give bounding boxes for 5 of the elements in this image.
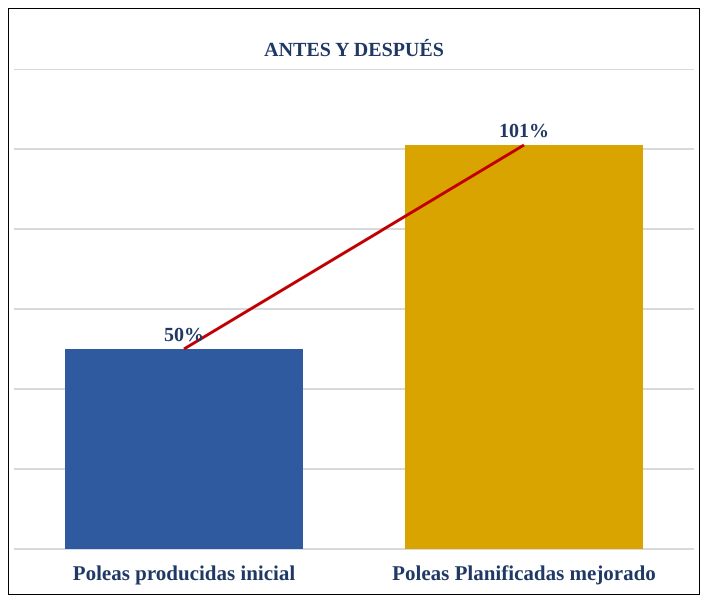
data-label: 50% [164,324,204,346]
data-label: 101% [499,120,549,142]
chart-title: ANTES Y DESPUÉS [263,38,445,63]
x-tick-label: Poleas Planificadas mejorado [392,560,656,585]
x-tick-label: Poleas producidas inicial [72,560,296,585]
